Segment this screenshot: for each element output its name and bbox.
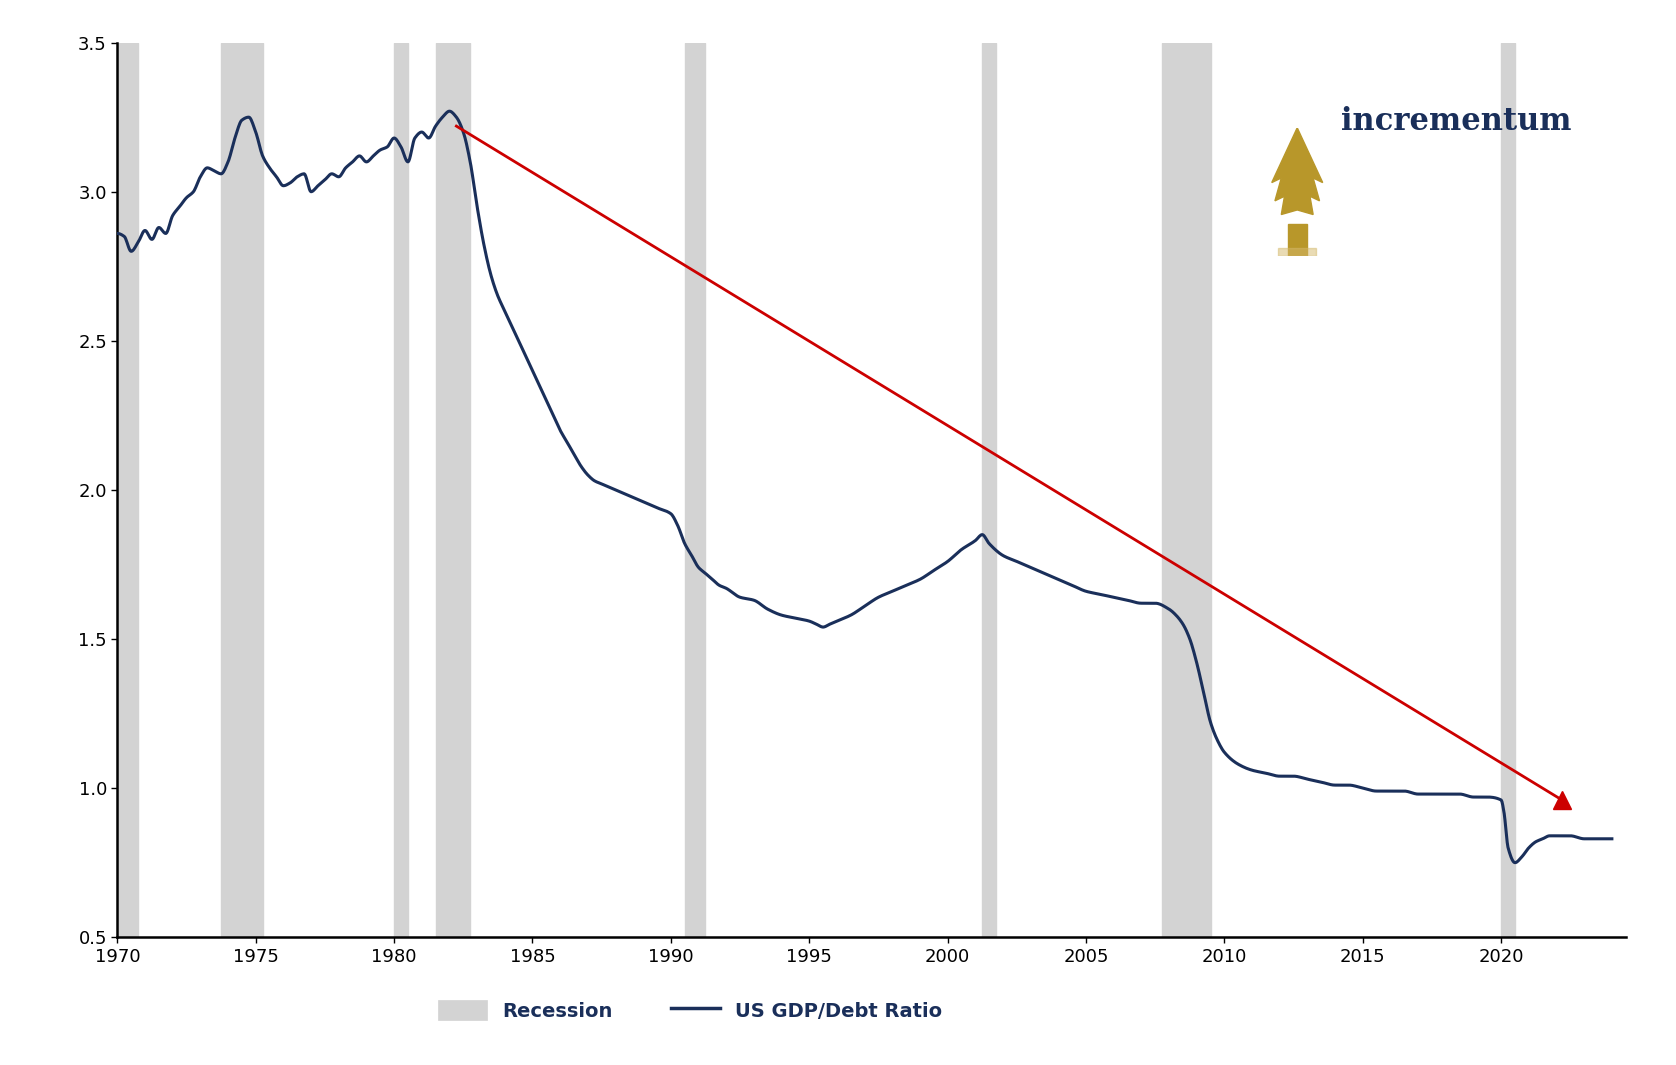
- Polygon shape: [1279, 248, 1316, 256]
- Bar: [221, 43, 263, 937]
- Text: incrementum: incrementum: [1341, 106, 1572, 137]
- Bar: [436, 43, 471, 937]
- Bar: [1161, 43, 1210, 937]
- Bar: [111, 43, 137, 937]
- Bar: [685, 43, 706, 937]
- Bar: [1502, 43, 1515, 937]
- Polygon shape: [1272, 128, 1322, 214]
- Polygon shape: [1287, 224, 1307, 256]
- Bar: [394, 43, 407, 937]
- Legend: Recession, US GDP/Debt Ratio: Recession, US GDP/Debt Ratio: [429, 990, 952, 1030]
- Bar: [982, 43, 996, 937]
